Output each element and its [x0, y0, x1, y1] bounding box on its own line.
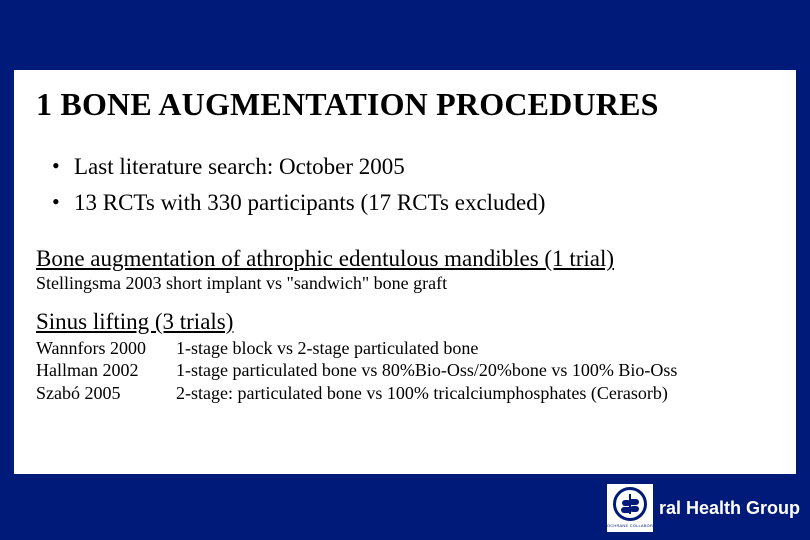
trial-author: Szabó 2005 [36, 382, 176, 405]
cochrane-logo: THE COCHRANE COLLABORATION [607, 484, 653, 532]
bullet-item: Last literature search: October 2005 [52, 149, 774, 185]
logo-caption: THE COCHRANE COLLABORATION [594, 523, 666, 528]
trials-table: Wannfors 2000 1-stage block vs 2-stage p… [36, 337, 677, 405]
trial-description: 2-stage: particulated bone vs 100% trica… [176, 382, 677, 405]
section-detail: Stellingsma 2003 short implant vs "sandw… [36, 272, 774, 295]
trial-description: 1-stage block vs 2-stage particulated bo… [176, 337, 677, 360]
footer: THE COCHRANE COLLABORATION ral Health Gr… [607, 482, 800, 534]
section-heading: Sinus lifting (3 trials) [36, 309, 774, 335]
table-row: Szabó 2005 2-stage: particulated bone vs… [36, 382, 677, 405]
table-row: Hallman 2002 1-stage particulated bone v… [36, 359, 677, 382]
table-row: Wannfors 2000 1-stage block vs 2-stage p… [36, 337, 677, 360]
logo-icon [613, 487, 647, 521]
bullet-item: 13 RCTs with 330 participants (17 RCTs e… [52, 185, 774, 221]
slide-card: 1 BONE AUGMENTATION PROCEDURES Last lite… [14, 70, 796, 474]
section-1: Bone augmentation of athrophic edentulou… [36, 246, 774, 295]
trial-description: 1-stage particulated bone vs 80%Bio-Oss/… [176, 359, 677, 382]
trial-author: Hallman 2002 [36, 359, 176, 382]
section-heading: Bone augmentation of athrophic edentulou… [36, 246, 774, 272]
section-2: Sinus lifting (3 trials) Wannfors 2000 1… [36, 309, 774, 405]
bullet-list: Last literature search: October 2005 13 … [52, 149, 774, 220]
trial-author: Wannfors 2000 [36, 337, 176, 360]
slide-title: 1 BONE AUGMENTATION PROCEDURES [36, 86, 774, 123]
footer-label: ral Health Group [659, 498, 800, 519]
